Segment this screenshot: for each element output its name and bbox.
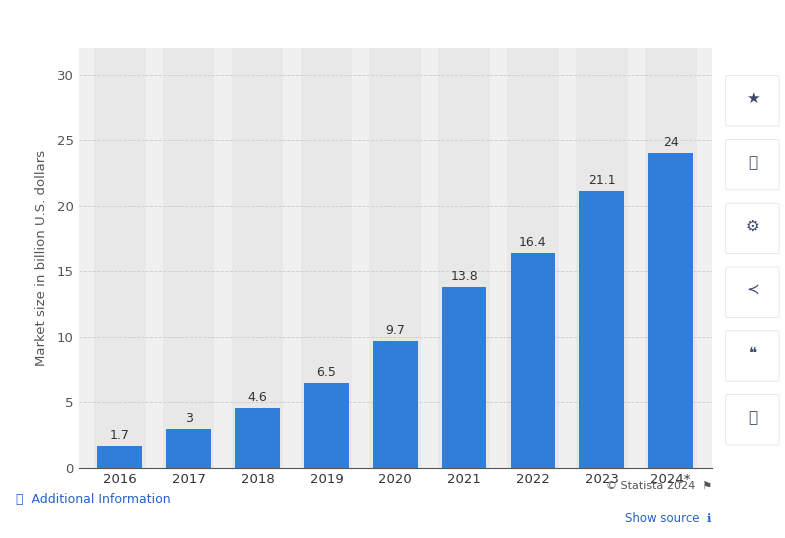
Text: ★: ★ <box>746 91 759 107</box>
Bar <box>510 253 555 468</box>
Bar <box>576 48 628 468</box>
Text: 13.8: 13.8 <box>451 270 478 283</box>
Bar <box>644 48 696 468</box>
Text: 16.4: 16.4 <box>519 236 547 249</box>
Text: 1.7: 1.7 <box>110 429 130 442</box>
Bar <box>507 48 559 468</box>
Bar <box>648 153 693 468</box>
Text: 21.1: 21.1 <box>588 174 615 187</box>
FancyBboxPatch shape <box>725 267 780 317</box>
Bar <box>301 48 352 468</box>
FancyBboxPatch shape <box>725 139 780 190</box>
FancyBboxPatch shape <box>725 76 780 126</box>
Bar <box>579 192 624 468</box>
Text: 9.7: 9.7 <box>385 324 405 337</box>
Text: 4.6: 4.6 <box>247 391 268 404</box>
Bar <box>97 446 142 468</box>
FancyBboxPatch shape <box>725 331 780 381</box>
Text: 🖨: 🖨 <box>748 410 757 425</box>
Bar <box>232 48 283 468</box>
Bar <box>370 48 421 468</box>
Text: Show source  ℹ: Show source ℹ <box>626 512 712 525</box>
Text: 🔔: 🔔 <box>748 155 757 170</box>
Bar <box>438 48 490 468</box>
Bar <box>162 48 214 468</box>
Text: 6.5: 6.5 <box>316 366 336 379</box>
FancyBboxPatch shape <box>725 395 780 445</box>
Bar <box>166 429 211 468</box>
Bar <box>304 383 349 468</box>
Bar <box>373 341 418 468</box>
Text: © Statista 2024  ⚑: © Statista 2024 ⚑ <box>606 480 712 491</box>
Bar <box>94 48 146 468</box>
Bar <box>442 287 487 468</box>
Text: 24: 24 <box>663 137 678 150</box>
Text: ⓘ  Additional Information: ⓘ Additional Information <box>16 493 170 506</box>
Text: ❝: ❝ <box>748 346 757 362</box>
Text: ⚙: ⚙ <box>746 219 759 234</box>
Text: ≺: ≺ <box>746 282 759 298</box>
FancyBboxPatch shape <box>725 203 780 253</box>
Text: 3: 3 <box>184 412 192 425</box>
Y-axis label: Market size in billion U.S. dollars: Market size in billion U.S. dollars <box>35 150 49 366</box>
Bar <box>236 408 280 468</box>
